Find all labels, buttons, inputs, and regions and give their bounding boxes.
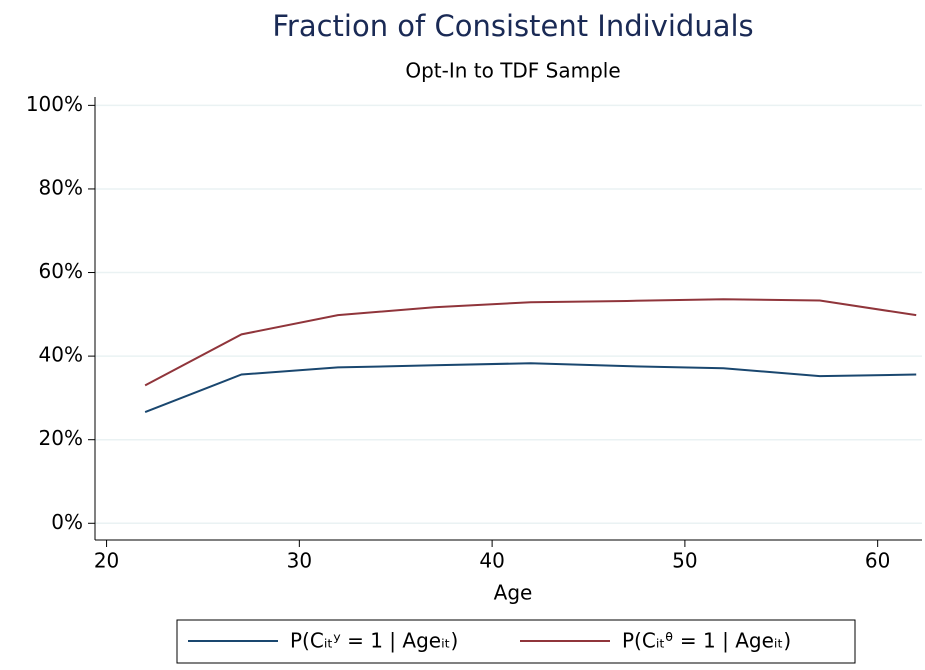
series-line [144,362,917,414]
legend-label: P(Cᵢₜʸ = 1 | Ageᵢₜ) [290,629,458,653]
y-tick-label: 80% [39,175,83,199]
y-tick-label: 0% [51,510,83,534]
legend-box [176,619,856,664]
x-tick-label: 50 [672,549,697,573]
x-tick-label: 20 [94,549,119,573]
x-tick-label: 60 [865,549,890,573]
y-tick-label: 100% [26,92,83,116]
x-axis-label: Age [494,581,533,605]
chart-title: Fraction of Consistent Individuals [272,9,753,43]
chart-subtitle: Opt-In to TDF Sample [405,59,620,83]
y-tick-label: 60% [39,259,83,283]
y-tick-label: 40% [39,343,83,367]
legend-label: P(Cᵢₜᶿ = 1 | Ageᵢₜ) [622,629,791,653]
x-tick-label: 30 [287,549,312,573]
series-line [144,298,917,387]
y-tick-label: 20% [39,426,83,450]
x-tick-label: 40 [479,549,504,573]
